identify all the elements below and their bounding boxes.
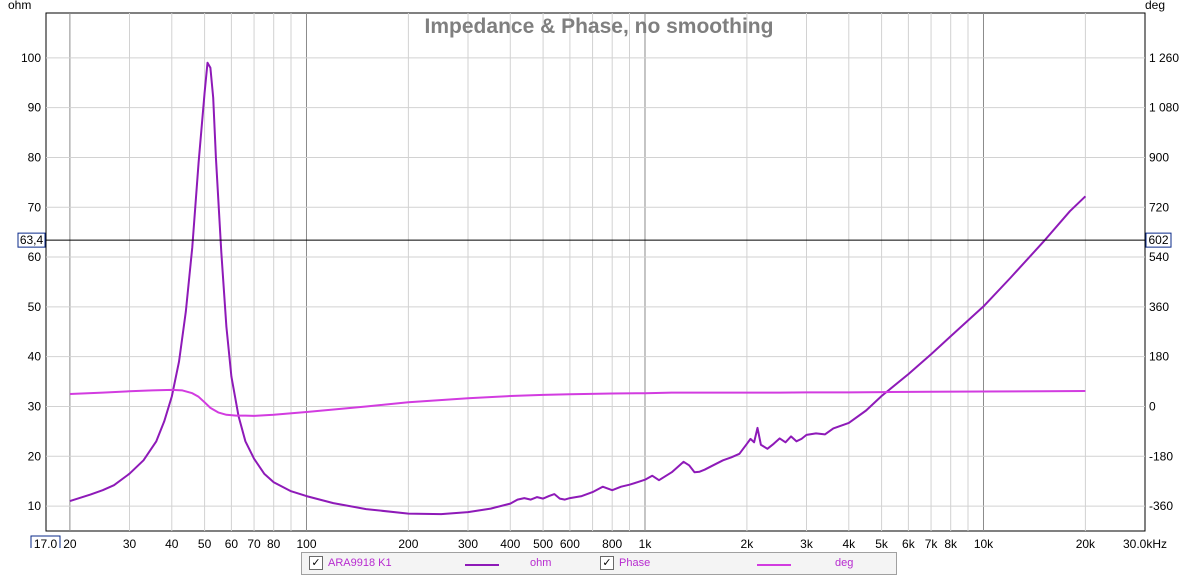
series-lines [69, 61, 1087, 516]
legend-ohm-label: ohm [530, 557, 552, 569]
x-tick-label: 300 [458, 537, 478, 548]
x-tick-label: 500 [533, 537, 553, 548]
x-tick-label: 1k [639, 537, 653, 548]
x-tick-label: 400 [500, 537, 520, 548]
legend-ohm-swatch [465, 564, 499, 566]
dataset-checkbox[interactable]: ✓ [309, 556, 323, 570]
x-tick-label: 4k [842, 537, 856, 548]
y2-tick-label: 540 [1149, 250, 1169, 264]
x-tick-label: 30,0kHz [1123, 537, 1167, 548]
y-tick-label: 100 [21, 51, 41, 65]
cursor-x-box [30, 535, 61, 548]
y-tick-label: 20 [28, 449, 42, 463]
y-tick-label: 10 [28, 499, 42, 513]
legend-dataset-name: ARA9918 K1 [328, 557, 392, 569]
y-tick-label: 80 [28, 150, 42, 164]
y-axis-label: ohm [8, 0, 31, 12]
y2-axis-ticks: -360 -180 0 180 360 540 720 900 1 080 1 260 [1149, 51, 1179, 513]
cursor-x-value: 17,0 [34, 537, 58, 548]
x-tick-label: 3k [800, 537, 814, 548]
x-tick-label: 80 [267, 537, 281, 548]
y-tick-label: 50 [28, 300, 42, 314]
legend-bar: ✓ ARA9918 K1 ohm ✓ Phase deg [301, 552, 897, 575]
y2-tick-label: -360 [1149, 499, 1173, 513]
x-tick-label: 10k [974, 537, 994, 548]
x-tick-label: 60 [225, 537, 239, 548]
phase-checkbox[interactable]: ✓ [600, 556, 614, 570]
x-tick-label: 20k [1076, 537, 1096, 548]
series-line-ohm [69, 61, 1087, 516]
y2-tick-label: 1 260 [1149, 51, 1179, 65]
y2-tick-label: 900 [1149, 150, 1169, 164]
y-tick-label: 90 [28, 101, 42, 115]
x-tick-label: 8k [944, 537, 958, 548]
y2-tick-label: 0 [1149, 399, 1156, 413]
x-tick-label: 70 [247, 537, 261, 548]
x-tick-label: 5k [875, 537, 889, 548]
y-tick-label: 40 [28, 350, 42, 364]
x-axis-ticks: 20 30 40 50 60 70 80 100 200 300 400 500 600 800 1k 2k 3… [63, 537, 1167, 548]
legend-deg-label: deg [835, 557, 854, 569]
x-tick-label: 600 [560, 537, 580, 548]
grid-lines [46, 13, 1145, 531]
y2-tick-label: 360 [1149, 300, 1169, 314]
y2-axis-label: deg [1145, 0, 1165, 12]
y-axis-ticks: 10 20 30 40 50 60 70 80 90 100 [21, 51, 41, 513]
cursor-readout[interactable]: 63,4 602 17,0 [17, 232, 1172, 548]
impedance-phase-chart: 20 30 40 50 60 70 80 100 200 300 400 500 600 800 1k 2k 3… [8, 0, 1179, 548]
x-tick-label: 200 [398, 537, 418, 548]
x-tick-label: 30 [123, 537, 137, 548]
x-tick-label: 100 [296, 537, 316, 548]
x-tick-label: 40 [165, 537, 179, 548]
cursor-y2-value: 602 [1148, 233, 1168, 247]
x-tick-label: 2k [741, 537, 755, 548]
y-tick-label: 70 [28, 200, 42, 214]
x-tick-label: 20 [63, 537, 77, 548]
y2-tick-label: 1 080 [1149, 101, 1179, 115]
legend-deg-swatch [757, 564, 791, 566]
y2-tick-label: 720 [1149, 200, 1169, 214]
y2-tick-label: 180 [1149, 350, 1169, 364]
plot-area [45, 12, 1146, 532]
x-tick-label: 800 [602, 537, 622, 548]
chart-title: Impedance & Phase, no smoothing [425, 15, 774, 38]
cursor-y2-box [1145, 232, 1172, 248]
y2-tick-label: -180 [1149, 449, 1173, 463]
cursor-y-box [17, 232, 46, 248]
y-tick-label: 30 [28, 399, 42, 413]
legend-phase-label: Phase [619, 557, 651, 569]
series-line-deg [69, 388, 1086, 417]
x-tick-label: 50 [198, 537, 212, 548]
x-tick-label: 6k [902, 537, 916, 548]
x-tick-label: 7k [925, 537, 939, 548]
y-tick-label: 60 [28, 250, 42, 264]
cursor-y-value: 63,4 [20, 233, 44, 247]
